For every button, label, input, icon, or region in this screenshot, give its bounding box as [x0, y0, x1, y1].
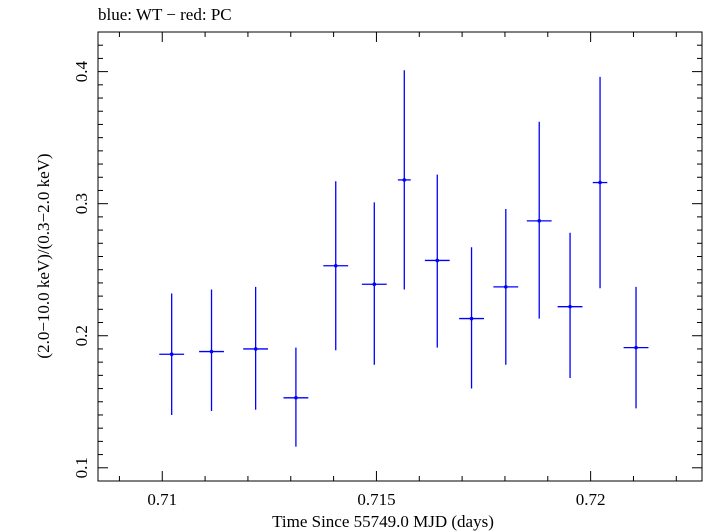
data-point [361, 202, 387, 365]
data-point [283, 347, 309, 447]
data-point [623, 286, 649, 409]
data-marker [169, 352, 174, 357]
data-marker [469, 316, 474, 321]
data-point [557, 232, 583, 378]
y-tick-label: 0.4 [72, 60, 91, 82]
data-marker [294, 396, 298, 400]
y-axis-label: (2.0−10.0 keV)/(0.3−2.0 keV) [34, 153, 53, 358]
data-point [159, 293, 185, 415]
y-tick-label: 0.2 [72, 325, 91, 346]
y-tick-label: 0.1 [72, 457, 91, 478]
x-tick-label: 0.72 [576, 490, 606, 509]
data-marker [402, 178, 407, 182]
data-point [526, 121, 552, 319]
data-point [397, 70, 411, 290]
data-marker [568, 304, 572, 309]
data-marker [537, 219, 542, 223]
data-point [493, 208, 519, 365]
data-marker [504, 285, 508, 289]
data-point [243, 286, 269, 410]
data-marker [209, 349, 214, 354]
x-tick-label: 0.715 [357, 490, 395, 509]
data-marker [634, 345, 638, 350]
x-axis-label: Time Since 55749.0 MJD (days) [272, 512, 494, 531]
data-point [323, 181, 349, 351]
data-marker [598, 180, 602, 185]
data-marker [253, 347, 258, 351]
data-point [199, 289, 224, 412]
data-point [424, 174, 450, 348]
y-tick-label: 0.3 [72, 193, 91, 214]
y-axis: 0.1 0.2 0.3 0.4 [72, 31, 702, 482]
data-point [592, 76, 608, 289]
x-axis: 0.71 0.715 0.72 [118, 32, 677, 509]
plot-frame [97, 31, 703, 482]
data-marker [333, 263, 338, 268]
data-point [459, 247, 484, 389]
x-tick-label: 0.71 [147, 490, 177, 509]
data-marker [372, 282, 377, 287]
data-marker [435, 258, 440, 263]
chart-title: blue: WT − red: PC [98, 5, 232, 24]
data-series-wt [159, 70, 649, 447]
